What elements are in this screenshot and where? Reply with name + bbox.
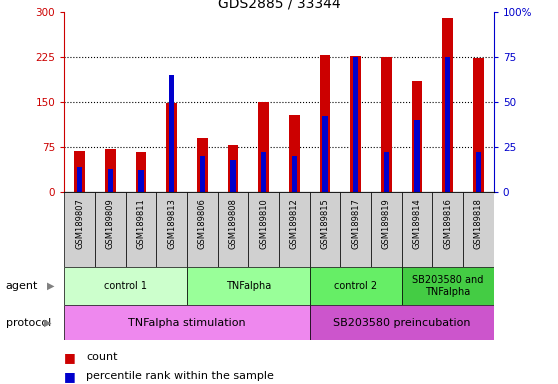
Bar (415, 120, 420, 192)
Bar (402, 192, 432, 267)
Bar (77, 167, 82, 192)
Text: GSM189815: GSM189815 (320, 198, 330, 249)
Bar (371, 192, 402, 267)
Title: GDS2885 / 33344: GDS2885 / 33344 (218, 0, 340, 10)
Text: GSM189808: GSM189808 (228, 198, 238, 249)
Text: GSM189817: GSM189817 (351, 198, 360, 249)
Bar (166, 103, 177, 192)
Text: count: count (86, 352, 118, 362)
Bar (108, 169, 113, 192)
Bar (156, 192, 187, 267)
Bar (187, 192, 218, 267)
Bar (74, 151, 85, 192)
Bar (230, 159, 235, 192)
Text: ■: ■ (64, 351, 76, 364)
Bar (136, 152, 146, 192)
Text: ▶: ▶ (44, 318, 51, 328)
Text: GSM189819: GSM189819 (382, 198, 391, 249)
Bar (228, 145, 238, 192)
Bar (402, 267, 494, 305)
Text: GSM189814: GSM189814 (412, 198, 422, 249)
Text: protocol: protocol (6, 318, 51, 328)
Bar (310, 192, 340, 267)
Text: TNFalpha: TNFalpha (225, 281, 271, 291)
Text: control 2: control 2 (334, 281, 377, 291)
Bar (432, 192, 463, 267)
Text: ▶: ▶ (47, 281, 55, 291)
Bar (289, 115, 300, 192)
Bar (340, 192, 371, 267)
Text: GSM189811: GSM189811 (136, 198, 146, 249)
Bar (445, 56, 450, 192)
Bar (310, 305, 494, 340)
Bar (476, 152, 481, 192)
Bar (473, 58, 484, 192)
Bar (350, 56, 361, 192)
Text: GSM189812: GSM189812 (290, 198, 299, 249)
Bar (384, 152, 389, 192)
Bar (279, 192, 310, 267)
Bar (64, 192, 95, 267)
Bar (248, 192, 279, 267)
Bar (261, 152, 266, 192)
Bar (353, 56, 358, 192)
Bar (64, 305, 310, 340)
Text: TNFalpha stimulation: TNFalpha stimulation (128, 318, 246, 328)
Text: GSM189807: GSM189807 (75, 198, 84, 249)
Bar (258, 102, 269, 192)
Bar (463, 192, 494, 267)
Text: GSM189818: GSM189818 (474, 198, 483, 249)
Text: GSM189809: GSM189809 (105, 198, 115, 249)
Text: control 1: control 1 (104, 281, 147, 291)
Text: percentile rank within the sample: percentile rank within the sample (86, 371, 275, 381)
Bar (197, 138, 208, 192)
Bar (64, 267, 187, 305)
Bar (292, 156, 297, 192)
Text: GSM189816: GSM189816 (443, 198, 453, 249)
Bar (323, 116, 328, 192)
Bar (320, 55, 330, 192)
Text: GSM189806: GSM189806 (198, 198, 207, 249)
Text: GSM189813: GSM189813 (167, 198, 176, 249)
Bar (310, 267, 402, 305)
Bar (412, 81, 422, 192)
Bar (187, 267, 310, 305)
Bar (218, 192, 248, 267)
Text: agent: agent (6, 281, 38, 291)
Text: SB203580 and
TNFalpha: SB203580 and TNFalpha (412, 275, 483, 297)
Bar (138, 170, 143, 192)
Bar (169, 74, 174, 192)
Bar (105, 149, 116, 192)
Bar (381, 57, 392, 192)
Text: GSM189810: GSM189810 (259, 198, 268, 249)
Text: SB203580 preincubation: SB203580 preincubation (333, 318, 470, 328)
Bar (126, 192, 156, 267)
Bar (442, 18, 453, 192)
Bar (200, 156, 205, 192)
Bar (95, 192, 126, 267)
Text: ■: ■ (64, 370, 76, 383)
